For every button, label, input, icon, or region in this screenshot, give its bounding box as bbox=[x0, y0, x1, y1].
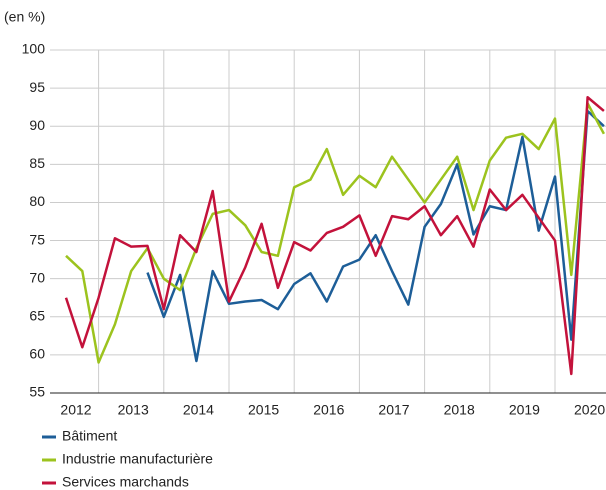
x-tick-label: 2014 bbox=[183, 402, 214, 418]
x-tick-label: 2016 bbox=[313, 402, 344, 418]
y-tick-label: 55 bbox=[29, 384, 45, 400]
x-tick-label: 2018 bbox=[444, 402, 475, 418]
y-tick-label: 75 bbox=[29, 231, 45, 247]
y-tick-label: 60 bbox=[29, 346, 45, 362]
y-tick-label: 65 bbox=[29, 307, 45, 323]
y-tick-label: 70 bbox=[29, 269, 45, 285]
y-tick-label: 100 bbox=[22, 41, 46, 57]
series-line bbox=[64, 96, 605, 376]
series-line bbox=[146, 109, 605, 363]
legend-label: Services marchands bbox=[62, 474, 189, 490]
y-tick-label: 80 bbox=[29, 193, 45, 209]
x-tick-label: 2012 bbox=[60, 402, 91, 418]
x-tick-label: 2020 bbox=[574, 402, 605, 418]
x-tick-label: 2013 bbox=[118, 402, 149, 418]
x-tick-label: 2019 bbox=[509, 402, 540, 418]
y-tick-label: 90 bbox=[29, 117, 45, 133]
unit-label: (en %) bbox=[4, 9, 45, 25]
x-tick-label: 2015 bbox=[248, 402, 279, 418]
y-tick-label: 95 bbox=[29, 79, 45, 95]
legend-label: Industrie manufacturière bbox=[62, 451, 213, 467]
series-line bbox=[65, 102, 606, 364]
x-tick-label: 2017 bbox=[378, 402, 409, 418]
y-tick-label: 85 bbox=[29, 155, 45, 171]
legend-label: Bâtiment bbox=[62, 428, 117, 444]
